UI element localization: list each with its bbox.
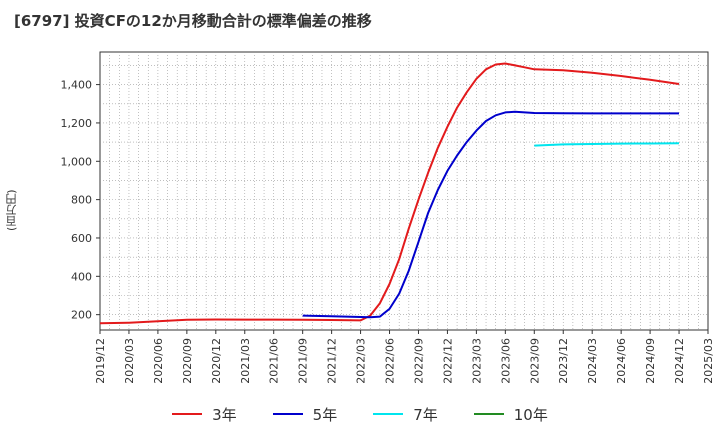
x-tick-label: 2020/12 (210, 338, 223, 384)
legend-item-3y: 3年 (172, 404, 237, 425)
legend-swatch-10y (473, 413, 504, 415)
legend-label-7y: 7年 (413, 405, 438, 424)
x-tick-label: 2024/09 (644, 338, 657, 384)
x-tick-label: 2022/03 (355, 338, 368, 384)
x-tick-label: 2024/03 (586, 338, 599, 384)
legend-label-10y: 10年 (513, 405, 548, 424)
series-line-1 (99, 62, 680, 325)
x-tick-label: 2019/12 (94, 338, 107, 384)
x-tick-label: 2020/03 (123, 338, 136, 384)
x-tick-label: 2021/12 (326, 338, 339, 384)
legend-swatch-3y (172, 413, 203, 415)
x-tick-label: 2021/06 (268, 338, 281, 384)
x-tick-label: 2022/06 (384, 338, 397, 384)
legend: 3年 5年 7年 10年 (0, 402, 720, 426)
series-line-3 (534, 142, 680, 147)
y-tick-label: 600 (71, 232, 92, 245)
legend-label-5y: 5年 (312, 405, 338, 424)
x-tick-label: 2023/03 (470, 338, 483, 384)
x-tick-label: 2022/12 (441, 338, 454, 384)
chart-title: [6797] 投資CFの12か月移動合計の標準偏差の推移 (14, 12, 372, 30)
x-tick-label: 2023/09 (528, 338, 541, 384)
y-tick-label: 200 (71, 309, 92, 322)
series-line-2 (302, 110, 679, 319)
legend-swatch-7y (373, 413, 404, 415)
x-tick-label: 2023/06 (499, 338, 512, 384)
legend-label-3y: 3年 (212, 405, 237, 424)
legend-item-10y: 10年 (473, 404, 548, 425)
legend-swatch-5y (272, 413, 303, 415)
plot-area (99, 51, 709, 331)
y-tick-label: 1,000 (61, 155, 93, 168)
x-tick-label: 2020/09 (181, 338, 194, 384)
x-tick-label: 2020/06 (152, 338, 165, 384)
y-tick-label: 1,400 (61, 79, 93, 92)
x-tick-label: 2024/06 (615, 338, 628, 384)
y-tick-label: 400 (71, 270, 92, 283)
x-tick-label: 2025/03 (702, 338, 715, 384)
y-tick-label: 1,200 (61, 117, 93, 130)
x-tick-label: 2022/09 (412, 338, 425, 384)
legend-item-7y: 7年 (373, 404, 438, 425)
legend-item-5y: 5年 (272, 404, 338, 425)
x-tick-label: 2024/12 (673, 338, 686, 384)
x-tick-label: 2021/09 (297, 338, 310, 384)
x-tick-label: 2023/12 (557, 338, 570, 384)
x-tick-label: 2021/03 (239, 338, 252, 384)
y-tick-label: 800 (71, 194, 92, 207)
